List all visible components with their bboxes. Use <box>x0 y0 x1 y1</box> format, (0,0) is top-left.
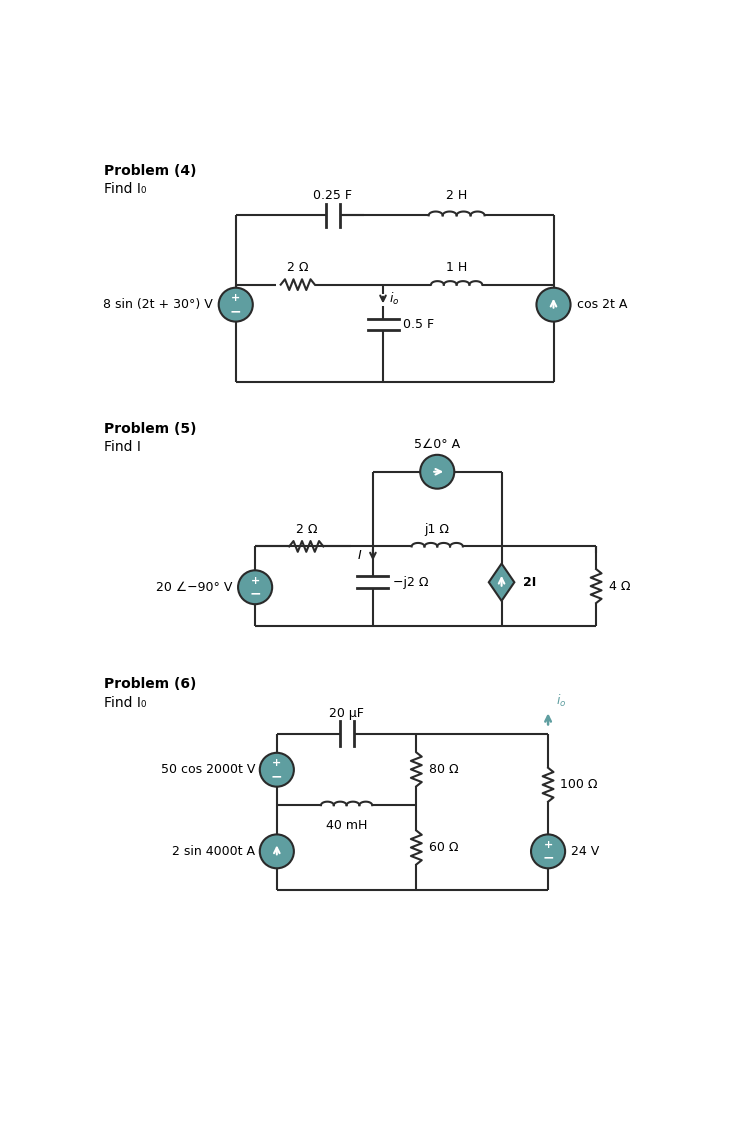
Text: −: − <box>271 770 282 783</box>
Text: +: + <box>231 293 240 303</box>
Circle shape <box>260 752 294 787</box>
Text: Problem (6): Problem (6) <box>104 677 197 691</box>
Text: 60 Ω: 60 Ω <box>429 841 458 854</box>
Text: 2 Ω: 2 Ω <box>287 261 308 274</box>
Polygon shape <box>488 563 514 601</box>
Text: $i_o$: $i_o$ <box>389 291 400 308</box>
Text: −: − <box>249 587 261 601</box>
Text: +: + <box>272 758 282 768</box>
Text: Find I₀: Find I₀ <box>104 695 146 710</box>
Text: 2 H: 2 H <box>446 189 467 202</box>
Text: 2I: 2I <box>523 576 537 588</box>
Text: 5∠0° A: 5∠0° A <box>414 438 460 451</box>
Text: 40 mH: 40 mH <box>326 819 367 832</box>
Text: 50 cos 2000t V: 50 cos 2000t V <box>161 764 255 776</box>
Circle shape <box>238 570 272 604</box>
Text: 24 V: 24 V <box>571 845 599 858</box>
Text: Find I: Find I <box>104 440 141 454</box>
Text: −: − <box>542 850 554 865</box>
Text: 2 sin 4000t A: 2 sin 4000t A <box>172 845 255 858</box>
Text: $I$: $I$ <box>357 549 362 562</box>
Circle shape <box>420 455 454 489</box>
Text: +: + <box>543 840 553 850</box>
Circle shape <box>219 287 253 321</box>
Text: 4 Ω: 4 Ω <box>608 579 630 593</box>
Text: Find I₀: Find I₀ <box>104 182 146 196</box>
Text: $i_o$: $i_o$ <box>556 693 566 709</box>
Text: 0.25 F: 0.25 F <box>313 189 352 202</box>
Text: cos 2t A: cos 2t A <box>576 299 627 311</box>
Text: Problem (5): Problem (5) <box>104 422 197 435</box>
Text: 80 Ω: 80 Ω <box>429 763 458 776</box>
Text: 100 Ω: 100 Ω <box>560 779 598 791</box>
Text: 1 H: 1 H <box>446 261 467 274</box>
Text: 0.5 F: 0.5 F <box>403 318 435 332</box>
Text: +: + <box>251 576 259 586</box>
Text: −: − <box>230 304 242 318</box>
Text: 20 ∠−90° V: 20 ∠−90° V <box>155 580 232 594</box>
Text: −j2 Ω: −j2 Ω <box>393 576 429 588</box>
Circle shape <box>531 834 565 869</box>
Circle shape <box>537 287 571 321</box>
Text: 20 μF: 20 μF <box>329 708 364 720</box>
Text: Problem (4): Problem (4) <box>104 164 197 178</box>
Circle shape <box>260 834 294 869</box>
Text: 2 Ω: 2 Ω <box>296 522 317 536</box>
Text: j1 Ω: j1 Ω <box>425 522 450 536</box>
Text: 8 sin (2t + 30°) V: 8 sin (2t + 30°) V <box>103 299 213 311</box>
